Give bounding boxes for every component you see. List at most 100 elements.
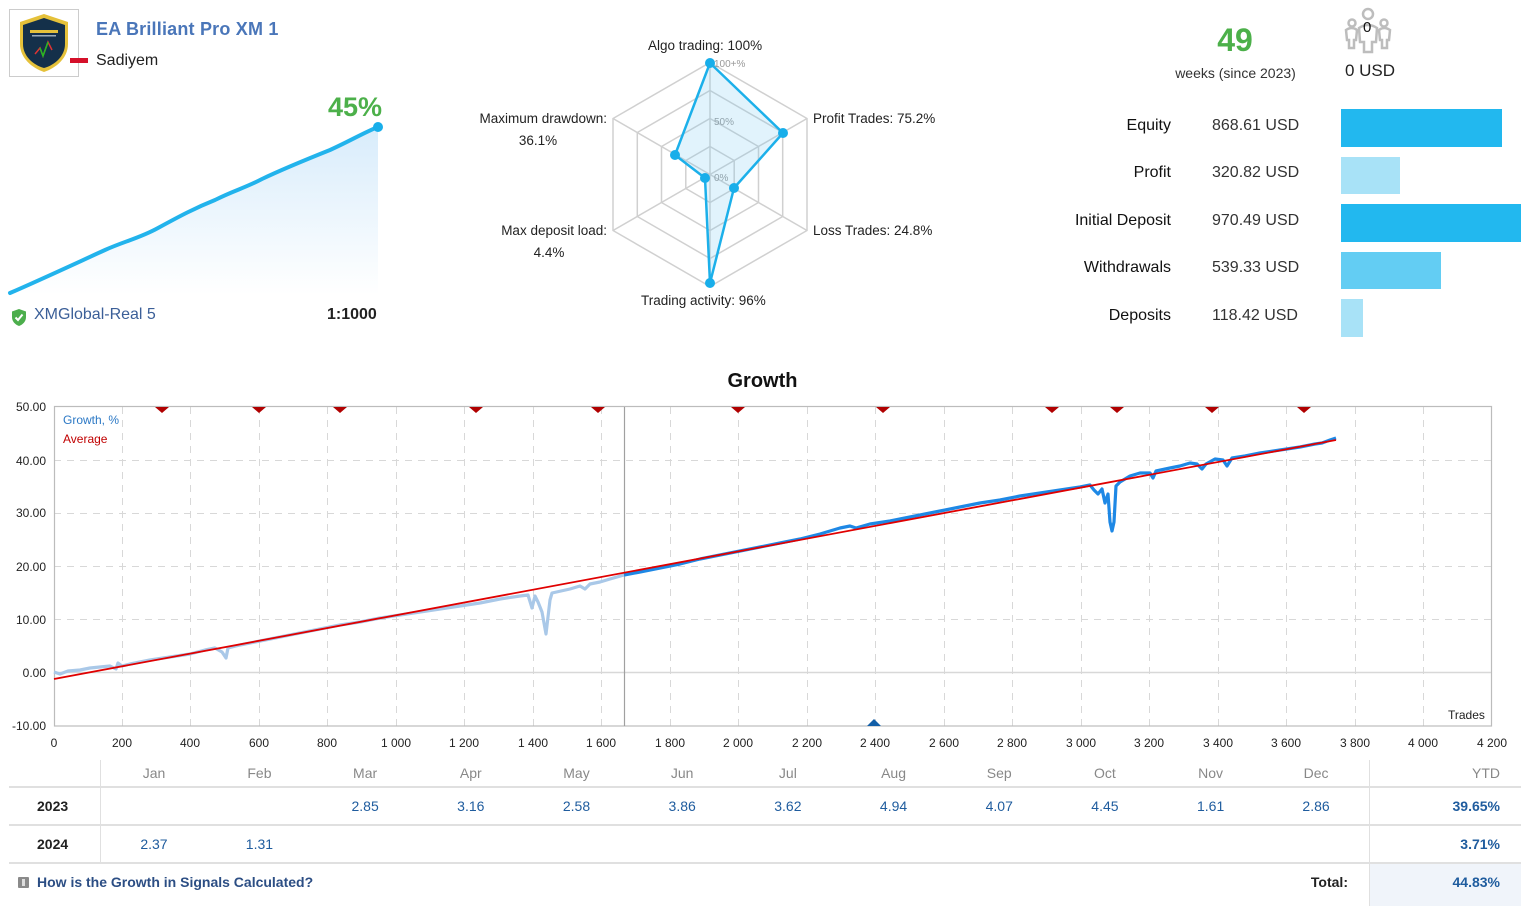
y-tick: 30.00: [15, 506, 46, 520]
month-cell[interactable]: 4.45: [1052, 786, 1158, 825]
ytd-cell: 3.71%: [1368, 824, 1521, 864]
month-cell: [629, 824, 736, 864]
month-cell: [735, 824, 841, 864]
header-month: Apr: [459, 765, 482, 781]
svg-text:100+%: 100+%: [714, 59, 746, 70]
subscribers-icon: [1344, 7, 1392, 54]
radar-label-activity: Trading activity: 96%: [641, 293, 766, 308]
stat-bar-withdrawals: [1341, 252, 1441, 289]
month-cell[interactable]: 2.58: [523, 786, 630, 825]
radar-chart: 100+% 50% 0%: [612, 58, 808, 288]
month-cell[interactable]: 2.85: [312, 786, 418, 825]
broker-server-link[interactable]: XMGlobal-Real 5: [34, 306, 156, 323]
month-cell[interactable]: 1.31: [206, 824, 313, 864]
radar-label-deposit-load: Max deposit load:: [501, 223, 607, 238]
header-month: Dec: [1303, 765, 1329, 781]
month-cell[interactable]: 3.16: [417, 786, 524, 825]
x-tick: 2 400: [859, 736, 891, 750]
x-tick: 1 200: [448, 736, 480, 750]
month-cell: [206, 786, 313, 825]
x-tick: 2 600: [928, 736, 960, 750]
growth-chart-plot[interactable]: [0, 400, 1525, 735]
stat-label-equity: Equity: [1126, 117, 1171, 134]
header-month: Nov: [1198, 765, 1224, 781]
y-tick: 0.00: [22, 666, 46, 680]
month-cell: [417, 824, 524, 864]
header-month: Oct: [1094, 765, 1116, 781]
stat-value-profit: 320.82 USD: [1212, 164, 1300, 181]
month-cell: [312, 824, 418, 864]
radar-label-algo: Algo trading: 100%: [648, 38, 763, 53]
radar-label-profit: Profit Trades: 75.2%: [813, 111, 936, 126]
signal-title[interactable]: EA Brilliant Pro XM 1: [96, 19, 279, 39]
x-tick: 1 400: [517, 736, 549, 750]
growth-calculation-help-link[interactable]: How is the Growth in Signals Calculated?: [37, 874, 314, 890]
x-tick: 3 400: [1202, 736, 1234, 750]
header-month: Feb: [247, 765, 272, 781]
header-month: Aug: [881, 765, 906, 781]
x-tick: 3 000: [1065, 736, 1097, 750]
x-tick: 1 000: [380, 736, 412, 750]
signal-logo[interactable]: [9, 9, 79, 77]
stat-label-initial-deposit: Initial Deposit: [1074, 212, 1171, 229]
stat-label-profit: Profit: [1133, 164, 1171, 181]
ytd-cell: 39.65%: [1368, 786, 1521, 825]
header-month: Mar: [353, 765, 378, 781]
radar-value-drawdown: 36.1%: [518, 133, 558, 148]
sparkline-end-dot: [373, 122, 383, 132]
stat-bar-equity: [1341, 109, 1502, 147]
svg-text:50%: 50%: [714, 117, 734, 128]
month-cell: [840, 824, 947, 864]
shield-logo-icon: [20, 14, 68, 72]
month-cell[interactable]: 3.62: [735, 786, 841, 825]
header-ytd: YTD: [1368, 760, 1521, 787]
y-tick: -10.00: [11, 719, 46, 733]
stat-bar-initial-deposit: [1341, 204, 1521, 242]
month-cell[interactable]: 4.07: [946, 786, 1053, 825]
table-row-2024: 2024 2.37 1.31 3.71%: [9, 824, 1521, 864]
year-cell: 2024: [9, 824, 102, 864]
month-cell: [100, 786, 207, 825]
growth-percent: 45%: [328, 92, 383, 122]
month-cell: [1052, 824, 1158, 864]
x-tick: 4 200: [1476, 736, 1508, 750]
table-row-2023: 2023 2.85 3.16 2.58 3.86 3.62 4.94 4.07 …: [9, 786, 1521, 825]
stat-label-deposits: Deposits: [1108, 307, 1171, 324]
y-tick: 10.00: [15, 613, 46, 627]
x-axis-label: Trades: [1448, 708, 1485, 722]
x-tick: 4 000: [1407, 736, 1439, 750]
weeks-count: 49: [1217, 22, 1253, 58]
month-cell[interactable]: 1.61: [1157, 786, 1264, 825]
radar-label-loss: Loss Trades: 24.8%: [813, 223, 933, 238]
year-cell: 2023: [9, 786, 102, 825]
author-name[interactable]: Sadiyem: [96, 52, 159, 69]
y-tick: 50.00: [15, 400, 46, 414]
total-value: 44.83%: [1452, 874, 1500, 890]
stat-label-withdrawals: Withdrawals: [1083, 259, 1171, 276]
header-year: [9, 760, 102, 787]
month-cell[interactable]: 4.94: [840, 786, 947, 825]
x-tick: 3 200: [1133, 736, 1165, 750]
country-flag: [70, 58, 88, 63]
radar-label-drawdown: Maximum drawdown:: [479, 111, 607, 126]
x-tick: 400: [179, 736, 201, 750]
month-cell: [523, 824, 630, 864]
header-month: Sep: [986, 765, 1012, 781]
average-line: [53, 439, 1337, 680]
x-tick: 1 600: [585, 736, 617, 750]
radar-value-deposit-load: 4.4%: [533, 245, 565, 260]
header-month: Jun: [670, 765, 694, 781]
x-tick: 2 000: [722, 736, 754, 750]
stat-value-deposits: 118.42 USD: [1212, 307, 1298, 324]
month-cell[interactable]: 2.37: [100, 824, 207, 864]
month-cell[interactable]: 2.86: [1263, 786, 1370, 825]
month-cell[interactable]: 3.86: [629, 786, 736, 825]
x-tick: 200: [111, 736, 133, 750]
x-tick: 0: [50, 736, 58, 750]
growth-chart-title: Growth: [727, 370, 798, 392]
subscribers-funds: 0 USD: [1344, 61, 1396, 80]
bottom-marker: [867, 719, 881, 726]
month-cell: [1263, 824, 1370, 864]
stat-bar-deposits: [1341, 299, 1363, 337]
event-markers: [155, 407, 1311, 413]
